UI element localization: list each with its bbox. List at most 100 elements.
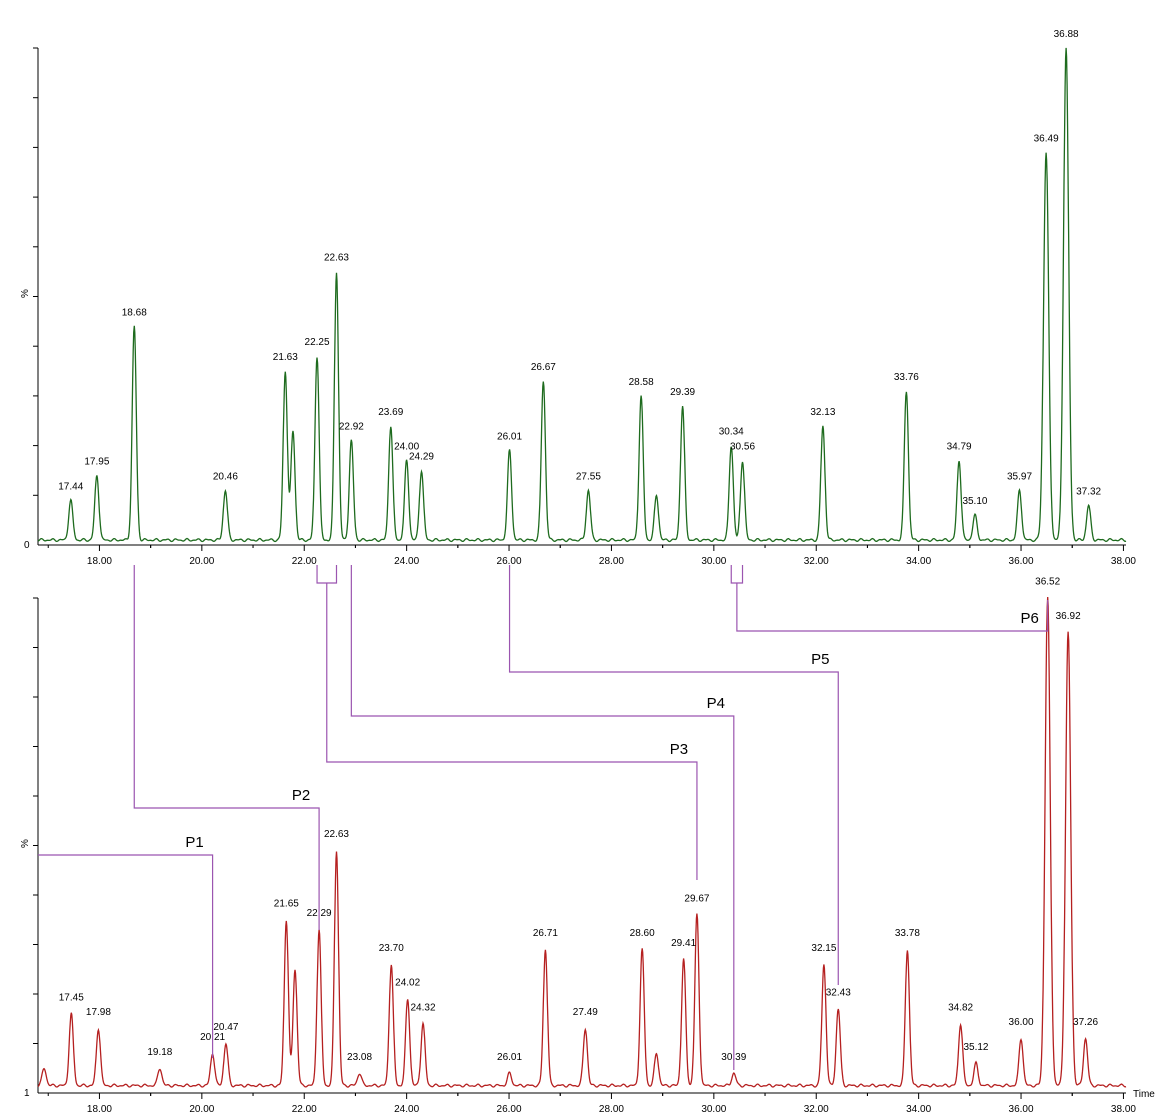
- top-peak-label: 22.92: [339, 422, 364, 433]
- top-x-tick-label: 18.00: [87, 556, 112, 567]
- bottom-peak-label: 32.15: [811, 943, 836, 954]
- top-peak-label: 22.25: [305, 337, 330, 348]
- top-peak-label: 34.79: [947, 442, 972, 453]
- bottom-peak-label: 17.98: [86, 1007, 111, 1018]
- bottom-x-tick-label: 30.00: [701, 1104, 726, 1114]
- top-peak-label: 29.39: [670, 387, 695, 398]
- connector-line-p4: [350, 565, 735, 1070]
- top-peak-label: 18.68: [122, 307, 147, 318]
- connector-label-p5: P5: [811, 651, 829, 668]
- top-chromatogram-panel: % 0 18.00 20.00 22.00 24.00 26.00 28.00 30.00 3…: [20, 29, 1136, 567]
- bottom-x-tick-label: 18.00: [87, 1104, 112, 1114]
- bottom-peak-label: 29.67: [684, 893, 709, 904]
- bottom-peak-label: 21.65: [274, 898, 299, 909]
- bottom-peak-label: 36.52: [1035, 577, 1060, 588]
- bottom-peak-label: 32.43: [826, 987, 851, 998]
- bottom-peak-label: 23.70: [379, 943, 404, 954]
- top-peak-label: 24.29: [409, 451, 434, 462]
- top-x-tick-label: 24.00: [394, 556, 419, 567]
- bottom-x-tick-label: 20.00: [189, 1104, 214, 1114]
- bottom-peak-label: 36.92: [1056, 611, 1081, 622]
- connector-label-p2: P2: [292, 787, 310, 804]
- bottom-y-axis-label: %: [20, 839, 31, 848]
- top-peak-label: 30.56: [730, 442, 755, 453]
- connector-bracket: [316, 565, 338, 584]
- top-peak-label: 17.95: [84, 456, 109, 467]
- bottom-peak-label: 34.82: [948, 1002, 973, 1013]
- bottom-x-axis-title: Time: [1133, 1089, 1155, 1100]
- top-peak-label: 36.49: [1034, 133, 1059, 144]
- bottom-peak-label: 28.60: [630, 928, 655, 939]
- top-peak-label: 36.88: [1054, 29, 1079, 40]
- top-peak-labels: 17.44 17.95 18.68 20.46 21.63 22.25 22.63 22.92…: [58, 29, 1101, 507]
- bottom-peak-label: 24.02: [395, 978, 420, 989]
- connector-line-p5: [508, 565, 839, 985]
- top-x-tick-label: 34.00: [906, 556, 931, 567]
- bottom-peak-label: 17.45: [59, 992, 84, 1003]
- bottom-peak-label: 26.01: [497, 1052, 522, 1063]
- top-x-tick-label: 28.00: [599, 556, 624, 567]
- bottom-peak-label: 24.32: [411, 1002, 436, 1013]
- bottom-peak-label: 37.26: [1073, 1017, 1098, 1028]
- bottom-peak-label: 27.49: [573, 1007, 598, 1018]
- top-peak-label: 24.00: [394, 442, 419, 453]
- top-peak-label: 20.46: [213, 471, 238, 482]
- connector-line-p3: [326, 583, 698, 880]
- bottom-peak-label: 29.41: [671, 938, 696, 949]
- peak-connector-annotations: P1 P2 P3 P4 P5 P6: [38, 565, 1049, 1070]
- connector-line-p6: [736, 583, 1049, 632]
- top-x-ticks: 18.00 20.00 22.00 24.00 26.00 28.00 30.00 32.00…: [47, 545, 1136, 567]
- bottom-peak-label: 26.71: [533, 928, 558, 939]
- top-peak-label: 35.97: [1007, 471, 1032, 482]
- top-peak-label: 35.10: [962, 496, 987, 507]
- bottom-peak-label: 36.00: [1009, 1017, 1034, 1028]
- top-peak-label: 26.01: [497, 432, 522, 443]
- top-peak-label: 28.58: [629, 377, 654, 388]
- bottom-x-tick-label: 22.00: [292, 1104, 317, 1114]
- bottom-x-tick-label: 36.00: [1009, 1104, 1034, 1114]
- bottom-peak-label: 19.18: [147, 1047, 172, 1058]
- bottom-x-tick-label: 28.00: [599, 1104, 624, 1114]
- top-peak-label: 23.69: [378, 407, 403, 418]
- top-x-tick-label: 32.00: [804, 556, 829, 567]
- top-trace-line: [37, 47, 1127, 543]
- top-peak-label: 22.63: [324, 253, 349, 264]
- top-peak-label: 26.67: [531, 362, 556, 373]
- top-y-ticks: [33, 47, 38, 496]
- bottom-peak-label: 22.63: [324, 829, 349, 840]
- bottom-x-ticks: 18.00 20.00 22.00 24.00 26.00 28.00 30.00 32.00…: [47, 1093, 1136, 1114]
- bottom-peak-labels: 17.4517.9819.1820.2120.4721.6522.2922.63…: [59, 577, 1099, 1063]
- top-x-tick-label: 30.00: [701, 556, 726, 567]
- bottom-peak-label: 20.47: [213, 1022, 238, 1033]
- bottom-y-ticks: [33, 597, 38, 1044]
- bottom-x-tick-label: 38.00: [1111, 1104, 1136, 1114]
- top-peak-label: 33.76: [894, 372, 919, 383]
- connector-line-p1: [38, 854, 214, 1058]
- top-peak-label: 17.44: [58, 481, 83, 492]
- top-x-tick-label: 26.00: [497, 556, 522, 567]
- top-peak-label: 30.34: [719, 427, 744, 438]
- connector-label-p6: P6: [1020, 610, 1038, 627]
- bottom-trace-line: [37, 596, 1127, 1088]
- bottom-x-tick-label: 34.00: [906, 1104, 931, 1114]
- bottom-peak-label: 35.12: [963, 1042, 988, 1053]
- bottom-x-tick-label: 24.00: [394, 1104, 419, 1114]
- connector-line-p2: [133, 565, 320, 930]
- connector-label-p3: P3: [670, 741, 688, 758]
- connector-label-p4: P4: [707, 695, 725, 712]
- top-peak-label: 32.13: [810, 407, 835, 418]
- top-y-axis-label: %: [20, 289, 31, 298]
- bottom-x-tick-label: 32.00: [804, 1104, 829, 1114]
- top-peak-label: 27.55: [576, 471, 601, 482]
- top-peak-label: 37.32: [1076, 486, 1101, 497]
- bottom-peak-label: 23.08: [347, 1052, 372, 1063]
- connector-bracket: [730, 565, 744, 584]
- connector-label-p1: P1: [185, 834, 203, 851]
- bottom-y-scale-label: 1: [24, 1088, 30, 1099]
- bottom-peak-label: 33.78: [895, 928, 920, 939]
- bottom-x-tick-label: 26.00: [497, 1104, 522, 1114]
- top-peak-label: 21.63: [273, 352, 298, 363]
- top-x-tick-label: 36.00: [1009, 556, 1034, 567]
- top-x-tick-label: 22.00: [292, 556, 317, 567]
